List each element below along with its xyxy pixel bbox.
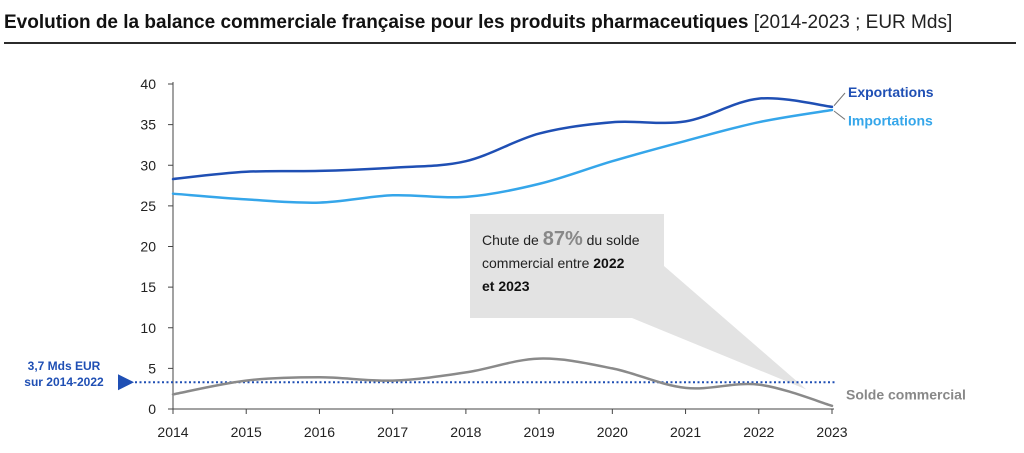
annotation-bold-1: 2022 bbox=[593, 255, 625, 271]
annotation-pointer bbox=[632, 266, 807, 390]
y-tick-label: 25 bbox=[140, 198, 156, 214]
annotation-text-1: Chute de bbox=[482, 232, 539, 248]
chart-title-text: Evolution de la balance commerciale fran… bbox=[4, 12, 749, 33]
y-tick-label: 15 bbox=[140, 279, 156, 295]
series-line-1 bbox=[171, 96, 834, 181]
x-tick-label: 2015 bbox=[231, 424, 262, 440]
y-tick-label: 30 bbox=[140, 157, 156, 173]
x-tick-label: 2023 bbox=[816, 424, 847, 440]
annotation-highlight: 87% bbox=[542, 228, 583, 250]
series-label-importations: Importations bbox=[848, 112, 933, 128]
average-label-line-2: sur 2014-2022 bbox=[24, 375, 104, 389]
x-tick-label: 2020 bbox=[597, 424, 628, 440]
x-tick-label: 2014 bbox=[157, 424, 188, 440]
x-tick-label: 2021 bbox=[670, 424, 701, 440]
chart-title: Evolution de la balance commerciale fran… bbox=[4, 12, 952, 34]
x-tick-label: 2016 bbox=[304, 424, 335, 440]
average-label-line-1: 3,7 Mds EUR bbox=[28, 359, 101, 373]
y-tick-label: 10 bbox=[140, 320, 156, 336]
annotation-bold-2: et 2023 bbox=[482, 278, 530, 294]
series-line-3 bbox=[171, 357, 834, 408]
series-label-solde: Solde commercial bbox=[846, 386, 966, 402]
x-tick-label: 2018 bbox=[450, 424, 481, 440]
average-marker-arrow bbox=[118, 374, 134, 391]
chart-subtitle: [2014-2023 ; EUR Mds] bbox=[753, 12, 953, 33]
y-tick-label: 40 bbox=[140, 76, 156, 92]
series-line-2 bbox=[171, 108, 834, 204]
x-tick-label: 2022 bbox=[743, 424, 774, 440]
y-tick-label: 35 bbox=[140, 117, 156, 133]
label-connector-exportations bbox=[833, 92, 846, 107]
y-tick-label: 5 bbox=[148, 360, 156, 376]
label-connector-importations bbox=[833, 110, 846, 120]
y-tick-label: 20 bbox=[140, 239, 156, 255]
annotation-box: Chute de 87% du solde commercial entre 2… bbox=[470, 214, 664, 318]
x-tick-label: 2017 bbox=[377, 424, 408, 440]
y-tick-label: 0 bbox=[148, 401, 156, 417]
x-tick-label: 2019 bbox=[524, 424, 555, 440]
series-label-exportations: Exportations bbox=[848, 84, 934, 100]
title-bar: Evolution de la balance commerciale fran… bbox=[4, 0, 1016, 44]
annotation-text-2: du solde commercial entre bbox=[482, 232, 640, 271]
